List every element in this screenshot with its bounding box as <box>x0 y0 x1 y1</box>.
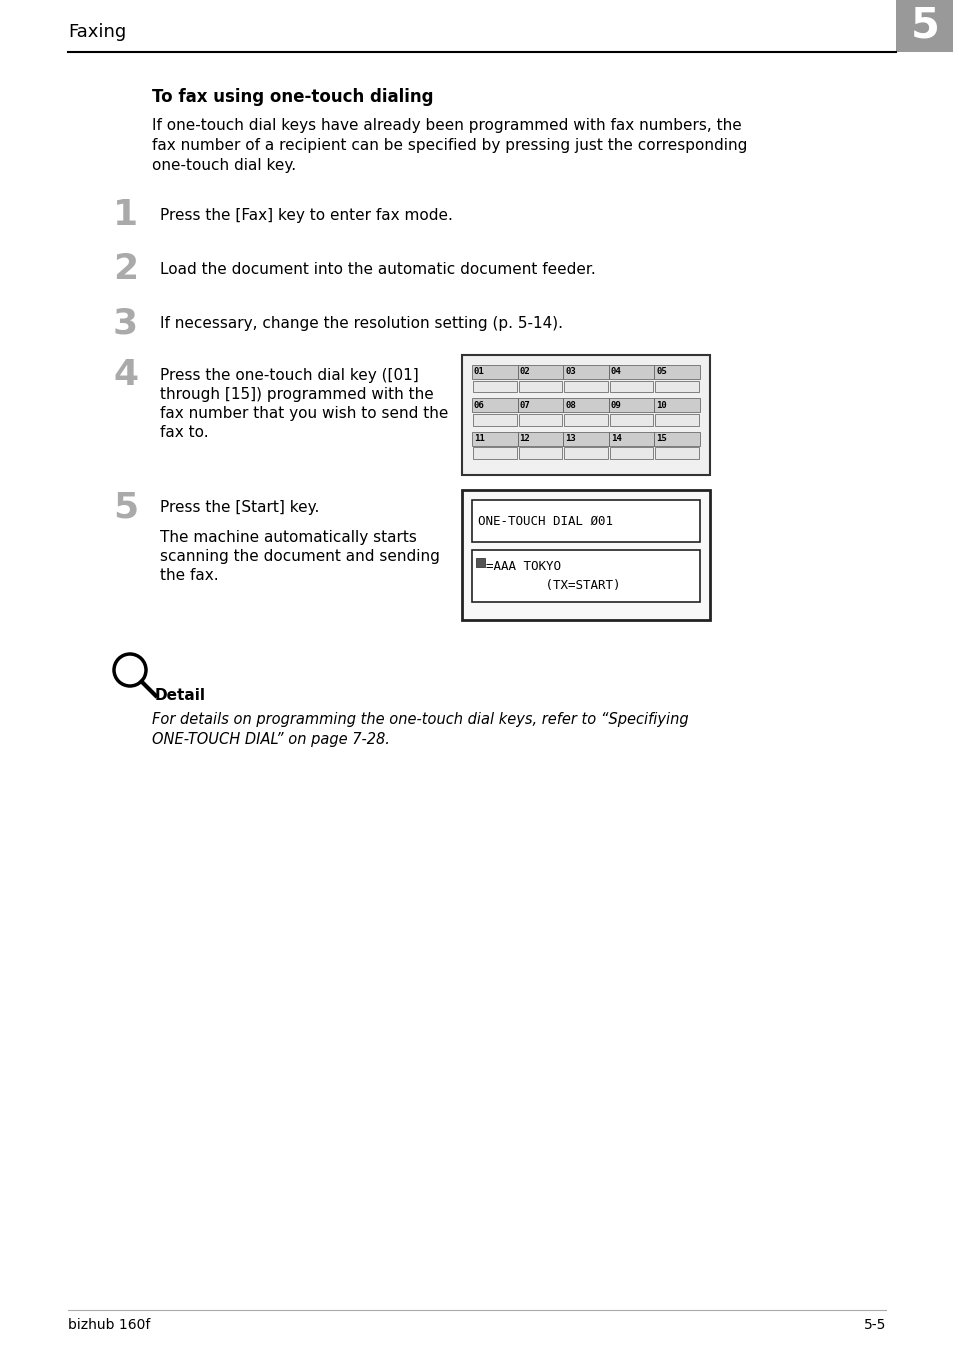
Bar <box>472 399 517 412</box>
Bar <box>518 381 561 392</box>
Text: 3: 3 <box>112 306 138 339</box>
Bar <box>473 448 517 458</box>
Text: bizhub 160f: bizhub 160f <box>68 1318 151 1332</box>
Bar <box>473 414 517 426</box>
Text: ONE-TOUCH DIAL” on page 7-28.: ONE-TOUCH DIAL” on page 7-28. <box>152 731 390 748</box>
Bar <box>517 399 562 412</box>
Text: If one-touch dial keys have already been programmed with fax numbers, the: If one-touch dial keys have already been… <box>152 118 741 132</box>
Text: the fax.: the fax. <box>160 568 218 583</box>
Bar <box>562 365 608 379</box>
Text: 08: 08 <box>564 400 576 410</box>
Text: scanning the document and sending: scanning the document and sending <box>160 549 439 564</box>
Text: fax number of a recipient can be specified by pressing just the corresponding: fax number of a recipient can be specifi… <box>152 138 746 153</box>
Text: 5: 5 <box>112 489 138 525</box>
Bar <box>472 365 517 379</box>
Bar <box>476 558 484 566</box>
Bar <box>608 399 654 412</box>
Bar <box>461 489 709 621</box>
Text: =AAA TOKYO: =AAA TOKYO <box>485 560 560 572</box>
Bar <box>563 448 607 458</box>
Bar <box>562 399 608 412</box>
Text: Load the document into the automatic document feeder.: Load the document into the automatic doc… <box>160 262 595 277</box>
Text: 07: 07 <box>519 400 530 410</box>
Text: To fax using one-touch dialing: To fax using one-touch dialing <box>152 88 433 105</box>
Text: 14: 14 <box>610 434 621 443</box>
Bar <box>517 365 562 379</box>
Bar <box>518 414 561 426</box>
Text: 13: 13 <box>564 434 576 443</box>
Text: 15: 15 <box>656 434 666 443</box>
Text: Press the [Fax] key to enter fax mode.: Press the [Fax] key to enter fax mode. <box>160 208 453 223</box>
Bar <box>517 431 562 446</box>
Text: The machine automatically starts: The machine automatically starts <box>160 530 416 545</box>
Text: 02: 02 <box>519 368 530 376</box>
Text: Press the [Start] key.: Press the [Start] key. <box>160 500 319 515</box>
Text: 4: 4 <box>112 358 138 392</box>
Text: Faxing: Faxing <box>68 23 126 41</box>
Text: (TX=START): (TX=START) <box>477 580 619 592</box>
Bar <box>609 381 653 392</box>
Bar <box>518 448 561 458</box>
Bar <box>895 0 953 51</box>
Bar <box>654 431 700 446</box>
Text: one-touch dial key.: one-touch dial key. <box>152 158 295 173</box>
Bar <box>654 399 700 412</box>
Bar <box>655 448 699 458</box>
Text: 09: 09 <box>610 400 621 410</box>
Bar <box>654 365 700 379</box>
Bar <box>472 550 700 602</box>
Bar <box>655 414 699 426</box>
Text: 12: 12 <box>519 434 530 443</box>
Bar <box>473 381 517 392</box>
Text: 1: 1 <box>112 197 138 233</box>
Bar <box>609 448 653 458</box>
Bar <box>472 431 517 446</box>
Bar <box>655 381 699 392</box>
Text: ONE-TOUCH DIAL Ø01: ONE-TOUCH DIAL Ø01 <box>477 515 613 527</box>
Bar <box>608 365 654 379</box>
Bar <box>563 414 607 426</box>
Text: 11: 11 <box>474 434 484 443</box>
Text: 04: 04 <box>610 368 621 376</box>
Text: 5: 5 <box>909 5 939 47</box>
Text: 05: 05 <box>656 368 666 376</box>
Text: Detail: Detail <box>154 688 206 703</box>
Text: through [15]) programmed with the: through [15]) programmed with the <box>160 387 434 402</box>
Text: fax number that you wish to send the: fax number that you wish to send the <box>160 406 448 420</box>
Bar <box>461 356 709 475</box>
Text: 01: 01 <box>474 368 484 376</box>
Bar <box>563 381 607 392</box>
Bar <box>472 500 700 542</box>
Text: 2: 2 <box>112 251 138 287</box>
Bar <box>562 431 608 446</box>
Bar <box>608 431 654 446</box>
Bar <box>609 414 653 426</box>
Text: If necessary, change the resolution setting (p. 5-14).: If necessary, change the resolution sett… <box>160 316 562 331</box>
Text: 06: 06 <box>474 400 484 410</box>
Text: 03: 03 <box>564 368 576 376</box>
Text: 5-5: 5-5 <box>862 1318 885 1332</box>
Text: fax to.: fax to. <box>160 425 209 439</box>
Text: Press the one-touch dial key ([01]: Press the one-touch dial key ([01] <box>160 368 418 383</box>
Text: 10: 10 <box>656 400 666 410</box>
Text: For details on programming the one-touch dial keys, refer to “Specifiying: For details on programming the one-touch… <box>152 713 688 727</box>
